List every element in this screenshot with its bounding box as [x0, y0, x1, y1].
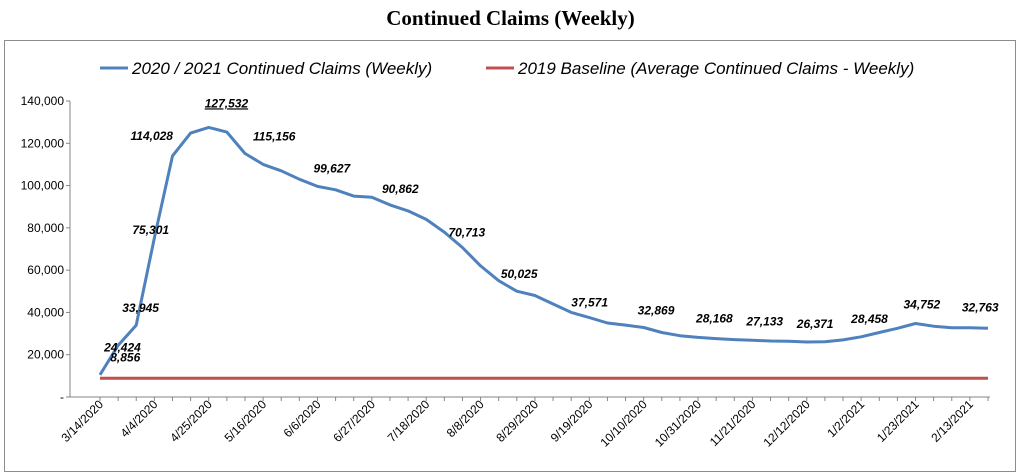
data-label: 32,869 [638, 304, 675, 318]
data-label: 99,627 [313, 161, 351, 175]
data-label: 70,713 [448, 225, 485, 239]
data-label: 28,168 [695, 311, 733, 325]
data-label: 26,371 [796, 317, 834, 331]
data-label: 90,862 [382, 182, 419, 196]
legend-entry-baseline: 2019 Baseline (Average Continued Claims … [517, 59, 914, 78]
x-tick-label: 9/19/2020 [548, 397, 596, 445]
y-axis-ticks: - 20,000 40,000 60,000 80,000 100,000 120,000 1… [21, 94, 70, 404]
chart-frame [4, 40, 1016, 472]
data-label: 33,945 [122, 301, 159, 315]
data-label: 127,532 [205, 96, 249, 110]
y-tick-label: 80,000 [27, 221, 64, 235]
x-tick-label: 1/23/2021 [874, 397, 922, 445]
axes [69, 101, 990, 398]
series-lines [98, 125, 989, 380]
x-tick-label: 11/21/2020 [707, 397, 759, 449]
data-label: 115,156 [253, 130, 296, 144]
x-tick-label: 8/8/2020 [444, 397, 487, 440]
data-label: 75,301 [132, 223, 169, 237]
x-tick-label: 12/12/2020 [761, 397, 814, 450]
y-tick-label: 140,000 [21, 94, 65, 108]
x-axis-ticks: 3/14/2020 4/4/2020 4/25/2020 5/16/2020 6/6/2… [58, 397, 989, 450]
x-tick-label: 8/29/2020 [493, 397, 541, 445]
y-tick-label: 40,000 [27, 305, 64, 319]
data-label: 28,458 [850, 312, 888, 326]
legend-entry-claims: 2020 / 2021 Continued Claims (Weekly) [131, 59, 432, 78]
x-tick-label: 6/27/2020 [330, 397, 378, 445]
y-tick-label: 60,000 [27, 263, 64, 277]
data-label: 50,025 [501, 267, 538, 281]
x-tick-label: 2/13/2021 [928, 397, 976, 445]
data-label: 114,028 [130, 129, 173, 143]
series-line-claims [98, 125, 989, 376]
x-tick-label: 6/6/2020 [281, 397, 324, 440]
y-tick-label: 120,000 [21, 136, 65, 150]
data-labels: 24,424 33,945 75,301 114,028 127,532 115,156 9… [103, 96, 999, 364]
x-tick-label: 4/4/2020 [118, 397, 161, 440]
chart-title: Continued Claims (Weekly) [386, 6, 635, 30]
x-tick-label: 7/18/2020 [385, 397, 433, 445]
data-label: 34,752 [904, 298, 941, 312]
x-tick-label: 1/2/2021 [824, 397, 867, 440]
legend: 2020 / 2021 Continued Claims (Weekly) 20… [100, 59, 914, 78]
x-tick-label: 10/31/2020 [652, 397, 705, 450]
data-label: 32,763 [962, 301, 999, 315]
x-tick-label: 3/14/2020 [58, 397, 106, 445]
x-tick-label: 10/10/2020 [597, 397, 650, 450]
y-tick-label: - [60, 390, 64, 404]
data-label-baseline: 8,856 [110, 350, 140, 364]
data-label: 27,133 [745, 315, 783, 329]
data-label: 24,424 [103, 340, 141, 354]
x-tick-label: 5/16/2020 [222, 397, 270, 445]
data-label: 37,571 [571, 296, 608, 310]
x-tick-label: 4/25/2020 [167, 397, 215, 445]
y-tick-label: 100,000 [21, 179, 65, 193]
y-tick-label: 20,000 [27, 348, 64, 362]
